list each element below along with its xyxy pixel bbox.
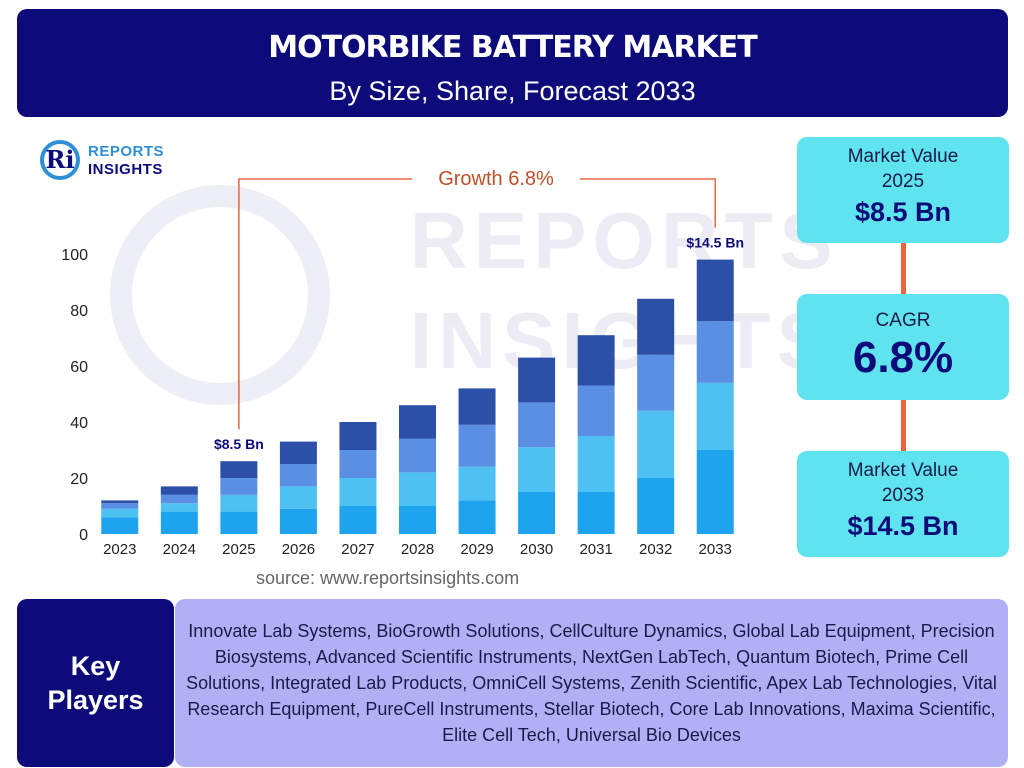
bar-segment (220, 461, 258, 478)
bar-segment (637, 298, 675, 355)
logo-icon: Ri (40, 140, 80, 180)
card-connector (901, 400, 906, 451)
stacked-bar-chart: 0 20 40 60 80 100 2023 2024 2025 2026 2027 2028 2029… (61, 178, 744, 558)
bar-segment (160, 494, 198, 504)
y-tick-label: 0 (79, 527, 88, 544)
bar-segment (399, 506, 436, 534)
bar-segment (339, 422, 377, 450)
data-label: $14.5 Bn (686, 235, 744, 251)
card-label: CAGR (875, 310, 931, 331)
y-tick-label: 100 (61, 247, 88, 264)
bar-segment (399, 472, 436, 506)
card-value: 6.8% (852, 333, 954, 382)
y-tick-label: 60 (70, 359, 88, 376)
card-value: $8.5 Bn (854, 197, 952, 227)
bar-segment (160, 486, 198, 495)
bar-segment (637, 478, 675, 534)
bar-segment (518, 492, 556, 534)
bar-segment (399, 405, 436, 439)
bar-segment (458, 466, 496, 501)
x-tick-label: 2024 (163, 541, 196, 558)
market-value-2033-card: Market Value 2033 $14.5 Bn (797, 451, 1009, 557)
key-players-heading: Key Players (17, 599, 174, 767)
bar-segment (399, 438, 436, 473)
bar-segment (339, 506, 377, 534)
card-value: $14.5 Bn (847, 511, 959, 541)
card-year: 2033 (881, 485, 925, 506)
bar-segment (518, 402, 556, 448)
bar-segment (518, 447, 556, 492)
x-tick-label: 2033 (699, 541, 732, 558)
watermark-logo: REPORTS INSIGHTS (110, 185, 833, 415)
key-players-list: Innovate Lab Systems, BioGrowth Solution… (175, 599, 1008, 767)
card-connector (901, 243, 906, 294)
x-tick-label: 2031 (579, 541, 612, 558)
card-label: Market Value (847, 146, 959, 167)
page-subtitle: By Size, Share, Forecast 2033 (329, 76, 696, 106)
x-tick-label: 2027 (341, 541, 374, 558)
x-tick-label: 2026 (282, 541, 315, 558)
bar-segment (458, 500, 496, 534)
bar-segment (637, 410, 675, 478)
x-tick-label: 2028 (401, 541, 434, 558)
bar-segment (339, 450, 377, 478)
bar-segment (696, 450, 734, 534)
cagr-card: CAGR 6.8% (797, 294, 1009, 400)
bar-segment (577, 492, 615, 534)
bar-segment (458, 424, 496, 467)
bar-segment (279, 464, 317, 487)
bar-segment (279, 441, 317, 464)
x-tick-label: 2023 (103, 541, 136, 558)
bar-segment (696, 321, 734, 383)
bar-segment (577, 436, 615, 492)
bar-segment (696, 382, 734, 450)
market-value-2025-card: Market Value 2025 $8.5 Bn (797, 137, 1009, 243)
bar-segment (637, 354, 675, 411)
page-title: MOTORBIKE BATTERY MARKET (268, 30, 758, 65)
bar-segment (458, 388, 496, 425)
y-tick-label: 40 (70, 415, 88, 432)
bar-segment (577, 385, 615, 436)
bar-segment (279, 508, 317, 534)
source-text: source: www.reportsinsights.com (256, 568, 520, 588)
bar-segment (220, 511, 258, 534)
card-year: 2025 (881, 171, 925, 192)
x-tick-label: 2025 (222, 541, 255, 558)
growth-label: Growth 6.8% (412, 167, 580, 191)
bar-segment (101, 500, 139, 504)
y-tick-label: 20 (70, 471, 88, 488)
bar-segment (339, 478, 377, 506)
bar-segment (220, 478, 258, 495)
bar-segment (577, 335, 615, 386)
header-banner: MOTORBIKE BATTERY MARKET By Size, Share,… (17, 9, 1008, 117)
bar-segment (220, 494, 258, 512)
x-tick-label: 2029 (460, 541, 493, 558)
bar-segment (160, 511, 198, 534)
data-label: $8.5 Bn (214, 436, 264, 452)
bar-segment (696, 259, 734, 322)
bar-segment (518, 357, 556, 403)
card-label: Market Value (847, 460, 959, 481)
x-tick-label: 2032 (639, 541, 672, 558)
bar-segment (101, 503, 139, 509)
brand-logo: Ri REPORTS INSIGHTS (40, 140, 180, 184)
bar-segment (279, 486, 317, 509)
logo-text-line1: REPORTS (88, 143, 165, 160)
bar-segment (160, 503, 198, 512)
y-tick-label: 80 (70, 303, 88, 320)
x-tick-label: 2030 (520, 541, 553, 558)
bar-segment (101, 517, 139, 534)
bar-segment (101, 508, 139, 518)
key-players-text: Innovate Lab Systems, BioGrowth Solution… (186, 621, 997, 745)
logo-text-line2: INSIGHTS (88, 161, 163, 178)
